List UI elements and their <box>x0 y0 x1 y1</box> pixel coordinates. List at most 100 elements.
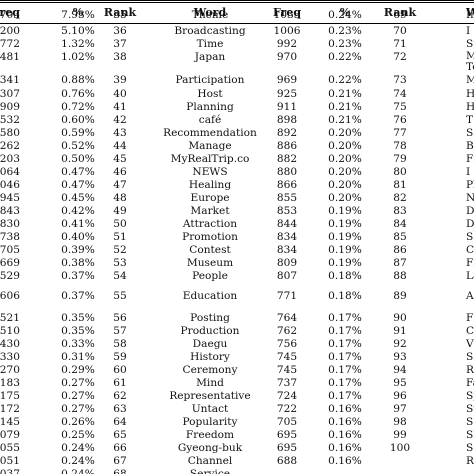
cell-pct2: 0.17% <box>328 351 362 363</box>
cell-pct2: 0.16% <box>328 416 362 428</box>
cell-freq: 172 <box>0 403 20 415</box>
cell-rank2: 86 <box>393 244 407 256</box>
cell-rank: 68 <box>113 468 127 474</box>
cell-freq: 203 <box>0 153 20 165</box>
cell-rank: 57 <box>113 325 127 337</box>
cell-pct: 0.25% <box>61 429 95 441</box>
cell-freq: 037 <box>0 468 20 474</box>
cell-rank2: 75 <box>393 101 407 113</box>
cell-pct: 0.27% <box>61 377 95 389</box>
cell-pct: 0.60% <box>61 114 95 126</box>
cell-pct2: 0.18% <box>328 270 362 282</box>
cell-rank2: 85 <box>393 231 407 243</box>
cell-rank2: 89 <box>393 290 407 302</box>
cell-pct: 0.38% <box>61 257 95 269</box>
cell-freq: 705 <box>0 244 20 256</box>
cell-freq2: 992 <box>276 38 298 50</box>
cell-word2: M <box>466 74 474 86</box>
table-rule <box>0 0 474 1</box>
cell-pct2: 0.17% <box>328 364 362 376</box>
cell-pct: 7.93% <box>61 9 95 21</box>
cell-freq2: 695 <box>276 429 298 441</box>
cell-pct2: 0.20% <box>328 179 362 191</box>
cell-freq: 606 <box>0 290 20 302</box>
cell-rank: 46 <box>113 166 127 178</box>
cell-pct: 0.41% <box>61 218 95 230</box>
cell-pct: 0.47% <box>61 179 95 191</box>
cell-pct2: 0.20% <box>328 140 362 152</box>
cell-rank: 67 <box>113 455 127 467</box>
cell-freq2: 764 <box>276 312 298 324</box>
cell-rank: 58 <box>113 338 127 350</box>
cell-freq2: 911 <box>276 101 298 113</box>
cell-word: Channel <box>187 455 233 467</box>
cell-rank2: 97 <box>393 403 407 415</box>
cell-freq: 772 <box>0 38 20 50</box>
cell-freq2: 853 <box>276 205 298 217</box>
cell-rank: 37 <box>113 38 127 50</box>
cell-pct: 0.27% <box>61 390 95 402</box>
cell-freq: 830 <box>0 218 20 230</box>
cell-rank: 51 <box>113 231 127 243</box>
cell-word: Market <box>190 205 230 217</box>
cell-word2: Sh <box>466 429 474 441</box>
cell-pct: 0.24% <box>61 442 95 454</box>
cell-rank2: 69 <box>393 9 407 21</box>
cell-freq2: 756 <box>276 338 298 350</box>
cell-freq: 669 <box>0 257 20 269</box>
cell-pct2: 0.23% <box>328 38 362 50</box>
header-pct2: % <box>339 6 351 19</box>
cell-freq2: 771 <box>276 290 298 302</box>
cell-freq: 051 <box>0 455 20 467</box>
cell-word: People <box>192 270 228 282</box>
cell-freq2: 745 <box>276 351 298 363</box>
cell-freq: 055 <box>0 442 20 454</box>
cell-rank: 35 <box>113 9 127 21</box>
cell-rank2: 92 <box>393 338 407 350</box>
cell-freq: 580 <box>0 127 20 139</box>
cell-rank2: 84 <box>393 218 407 230</box>
cell-rank2: 71 <box>393 38 407 50</box>
cell-freq2: 866 <box>276 179 298 191</box>
header-word: Word <box>193 6 227 19</box>
cell-freq: 270 <box>0 364 20 376</box>
cell-word2: S <box>466 416 474 428</box>
cell-pct2: 0.24% <box>328 9 362 21</box>
cell-freq2: 970 <box>276 51 298 63</box>
cell-word: Manage <box>188 140 232 152</box>
cell-freq: 532 <box>0 114 20 126</box>
cell-rank: 38 <box>113 51 127 63</box>
cell-word2: T <box>466 114 474 126</box>
cell-pct2: 0.20% <box>328 192 362 204</box>
cell-word: Host <box>197 88 223 100</box>
cell-rank2: 80 <box>393 166 407 178</box>
cell-word2: N <box>466 192 474 204</box>
cell-word: Education <box>182 290 238 302</box>
cell-word: NEWS <box>192 166 228 178</box>
cell-freq2: 705 <box>276 416 298 428</box>
cell-rank2: 99 <box>393 429 407 441</box>
cell-freq: 307 <box>0 88 20 100</box>
cell-pct: 0.40% <box>61 231 95 243</box>
cell-word2: Fi <box>466 257 474 269</box>
cell-rank2: 88 <box>393 270 407 282</box>
cell-word2: Fa <box>466 377 474 389</box>
cell-freq: 945 <box>0 192 20 204</box>
cell-rank: 62 <box>113 390 127 402</box>
cell-word2: S <box>466 442 474 454</box>
cell-freq2: 880 <box>276 166 298 178</box>
cell-word2: R <box>466 364 474 376</box>
cell-word2: Fr <box>466 153 474 165</box>
cell-rank2: 83 <box>393 205 407 217</box>
cell-pct2: 0.20% <box>328 166 362 178</box>
cell-rank: 45 <box>113 153 127 165</box>
cell-pct2: 0.21% <box>328 114 362 126</box>
cell-pct2: 0.17% <box>328 325 362 337</box>
cell-rank: 40 <box>113 88 127 100</box>
cell-pct2: 0.20% <box>328 153 362 165</box>
cell-rank: 36 <box>113 25 127 37</box>
cell-freq2: 882 <box>276 153 298 165</box>
cell-word2: Art N <box>466 290 474 302</box>
cell-word: Planning <box>186 101 234 113</box>
cell-rank: 54 <box>113 270 127 282</box>
